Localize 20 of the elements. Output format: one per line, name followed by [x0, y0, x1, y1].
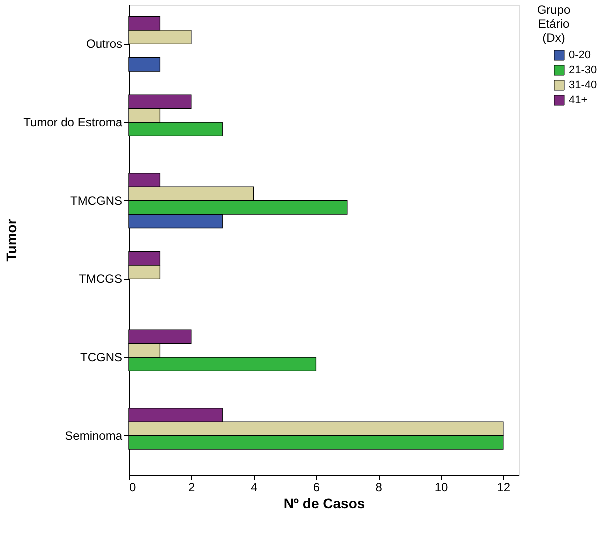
x-tick-label: 2: [188, 480, 196, 494]
y-tick-label: TMCGNS: [70, 194, 122, 208]
x-tick-label: 12: [497, 480, 511, 494]
x-axis-title: Nº de Casos: [284, 496, 366, 512]
x-tick-label: 4: [250, 480, 258, 494]
x-tick-label: 6: [313, 480, 320, 494]
y-tick-label: TCGNS: [80, 350, 122, 364]
y-tick-label: Seminoma: [65, 428, 123, 443]
legend-title: Grupo Etário (Dx): [537, 3, 571, 45]
y-axis-title: Tumor: [4, 218, 20, 262]
legend-label: 0-20: [569, 50, 592, 62]
legend-label: 21-30: [569, 64, 598, 76]
x-tick-label: 8: [376, 480, 383, 494]
legend-label: 31-40: [569, 80, 598, 92]
y-tick-label: Outros: [86, 37, 122, 52]
x-tick-label: 0: [130, 480, 136, 494]
x-tick-label: 10: [434, 480, 448, 494]
y-tick-label: Tumor do Estroma: [24, 116, 123, 130]
y-tick-label: TMCGS: [79, 272, 122, 286]
legend-label: 41+: [569, 94, 588, 106]
